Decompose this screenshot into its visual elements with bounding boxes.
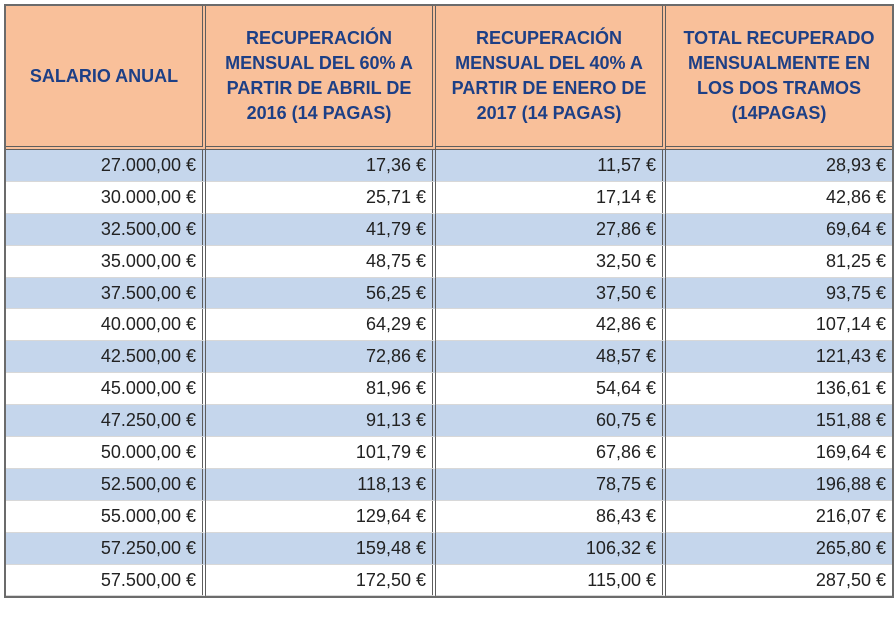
cell-recuperacion-60: 129,64 € (206, 500, 436, 533)
table-row: 35.000,00 €48,75 €32,50 €81,25 € (6, 245, 892, 278)
cell-recuperacion-40: 11,57 € (436, 150, 666, 182)
header-total-recuperado: TOTAL RECUPERADO MENSUALMENTE EN LOS DOS… (666, 6, 892, 150)
cell-recuperacion-60: 81,96 € (206, 373, 436, 406)
cell-recuperacion-40: 67,86 € (436, 437, 666, 469)
cell-total-recuperado: 151,88 € (666, 405, 892, 438)
cell-recuperacion-60: 118,13 € (206, 468, 436, 501)
table-row: 45.000,00 €81,96 €54,64 €136,61 € (6, 373, 892, 406)
cell-recuperacion-40: 78,75 € (436, 468, 666, 501)
cell-recuperacion-60: 172,50 € (206, 564, 436, 597)
cell-total-recuperado: 69,64 € (666, 213, 892, 246)
cell-total-recuperado: 42,86 € (666, 181, 892, 214)
cell-total-recuperado: 93,75 € (666, 277, 892, 310)
table-row: 32.500,00 €41,79 €27,86 €69,64 € (6, 213, 892, 246)
cell-recuperacion-40: 106,32 € (436, 532, 666, 565)
cell-recuperacion-40: 17,14 € (436, 181, 666, 214)
cell-total-recuperado: 265,80 € (666, 532, 892, 565)
table-body: 27.000,00 €17,36 €11,57 €28,93 €30.000,0… (6, 150, 892, 597)
cell-total-recuperado: 81,25 € (666, 245, 892, 278)
table-row: 27.000,00 €17,36 €11,57 €28,93 € (6, 150, 892, 182)
cell-salario-anual: 37.500,00 € (6, 277, 206, 310)
cell-recuperacion-60: 41,79 € (206, 213, 436, 246)
cell-salario-anual: 47.250,00 € (6, 405, 206, 438)
cell-recuperacion-60: 17,36 € (206, 150, 436, 182)
table-row: 55.000,00 €129,64 €86,43 €216,07 € (6, 500, 892, 533)
cell-recuperacion-40: 48,57 € (436, 341, 666, 374)
cell-recuperacion-60: 56,25 € (206, 277, 436, 310)
salary-recovery-table: SALARIO ANUAL RECUPERACIÓN MENSUAL DEL 6… (4, 4, 894, 599)
cell-recuperacion-40: 54,64 € (436, 373, 666, 406)
header-salario-anual: SALARIO ANUAL (6, 6, 206, 150)
cell-salario-anual: 40.000,00 € (6, 309, 206, 342)
cell-recuperacion-60: 72,86 € (206, 341, 436, 374)
cell-total-recuperado: 136,61 € (666, 373, 892, 406)
cell-recuperacion-60: 64,29 € (206, 309, 436, 342)
cell-total-recuperado: 121,43 € (666, 341, 892, 374)
cell-total-recuperado: 107,14 € (666, 309, 892, 342)
header-recuperacion-60: RECUPERACIÓN MENSUAL DEL 60% A PARTIR DE… (206, 6, 436, 150)
cell-recuperacion-40: 60,75 € (436, 405, 666, 438)
cell-recuperacion-40: 42,86 € (436, 309, 666, 342)
cell-recuperacion-40: 37,50 € (436, 277, 666, 310)
table-row: 57.250,00 €159,48 €106,32 €265,80 € (6, 532, 892, 565)
cell-total-recuperado: 169,64 € (666, 437, 892, 469)
cell-recuperacion-60: 101,79 € (206, 437, 436, 469)
cell-salario-anual: 27.000,00 € (6, 150, 206, 182)
cell-salario-anual: 42.500,00 € (6, 341, 206, 374)
cell-total-recuperado: 28,93 € (666, 150, 892, 182)
table-row: 52.500,00 €118,13 €78,75 €196,88 € (6, 468, 892, 501)
cell-salario-anual: 30.000,00 € (6, 181, 206, 214)
salary-recovery-table-container: SALARIO ANUAL RECUPERACIÓN MENSUAL DEL 6… (4, 4, 894, 626)
cell-recuperacion-60: 159,48 € (206, 532, 436, 565)
table-row: 57.500,00 €172,50 €115,00 €287,50 € (6, 564, 892, 597)
cell-recuperacion-40: 115,00 € (436, 564, 666, 597)
table-row: 30.000,00 €25,71 €17,14 €42,86 € (6, 181, 892, 214)
cell-salario-anual: 35.000,00 € (6, 245, 206, 278)
cell-recuperacion-40: 27,86 € (436, 213, 666, 246)
cell-total-recuperado: 216,07 € (666, 500, 892, 533)
cell-salario-anual: 52.500,00 € (6, 468, 206, 501)
cell-recuperacion-60: 48,75 € (206, 245, 436, 278)
table-row: 42.500,00 €72,86 €48,57 €121,43 € (6, 341, 892, 374)
cell-total-recuperado: 196,88 € (666, 468, 892, 501)
cell-salario-anual: 55.000,00 € (6, 500, 206, 533)
table-row: 47.250,00 €91,13 €60,75 €151,88 € (6, 405, 892, 438)
table-row: 50.000,00 €101,79 €67,86 €169,64 € (6, 437, 892, 469)
cell-total-recuperado: 287,50 € (666, 564, 892, 597)
cell-salario-anual: 32.500,00 € (6, 213, 206, 246)
header-recuperacion-40: RECUPERACIÓN MENSUAL DEL 40% A PARTIR DE… (436, 6, 666, 150)
cell-salario-anual: 57.250,00 € (6, 532, 206, 565)
cell-salario-anual: 45.000,00 € (6, 373, 206, 406)
cell-salario-anual: 50.000,00 € (6, 437, 206, 469)
cell-recuperacion-40: 32,50 € (436, 245, 666, 278)
table-header: SALARIO ANUAL RECUPERACIÓN MENSUAL DEL 6… (6, 6, 892, 150)
table-row: 37.500,00 €56,25 €37,50 €93,75 € (6, 277, 892, 310)
table-row: 40.000,00 €64,29 €42,86 €107,14 € (6, 309, 892, 342)
header-row: SALARIO ANUAL RECUPERACIÓN MENSUAL DEL 6… (6, 6, 892, 150)
cell-salario-anual: 57.500,00 € (6, 564, 206, 597)
cell-recuperacion-60: 91,13 € (206, 405, 436, 438)
cell-recuperacion-40: 86,43 € (436, 500, 666, 533)
cell-recuperacion-60: 25,71 € (206, 181, 436, 214)
